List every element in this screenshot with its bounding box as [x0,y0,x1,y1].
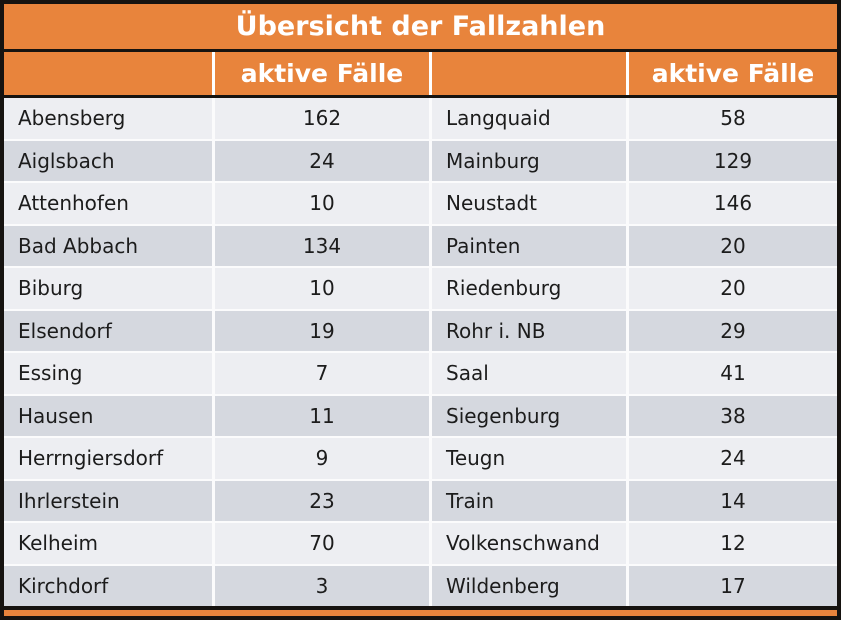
cases-cell: 11 [215,395,429,436]
municipality-cell: Neustadt [432,183,626,224]
municipality-cell: Wildenberg [432,565,626,606]
municipality-cell: Saal [432,353,626,394]
municipality-cell: Mainburg [432,140,626,181]
cases-cell: 17 [629,565,837,606]
bottom-orange-strip [4,610,837,616]
municipality-cell: Hausen [4,395,212,436]
cases-cell: 162 [215,98,429,139]
municipality-cell: Attenhofen [4,183,212,224]
cases-cell: 129 [629,140,837,181]
cases-cell: 20 [629,268,837,309]
municipality-cell: Ihrlerstein [4,480,212,521]
municipality-cell: Kelheim [4,523,212,564]
municipality-cell: Elsendorf [4,310,212,351]
cases-cell: 70 [215,523,429,564]
municipality-cell: Rohr i. NB [432,310,626,351]
municipality-cell: Kirchdorf [4,565,212,606]
cases-cell: 38 [629,395,837,436]
header-aktive-faelle-right: aktive Fälle [629,52,837,95]
cases-cell: 9 [215,438,429,479]
cases-cell: 24 [215,140,429,181]
municipality-cell: Train [432,480,626,521]
cases-cell: 7 [215,353,429,394]
municipality-cell: Painten [432,225,626,266]
municipality-cell: Volkenschwand [432,523,626,564]
municipality-cell: Langquaid [432,98,626,139]
cases-cell: 58 [629,98,837,139]
cases-cell: 10 [215,268,429,309]
municipality-cell: Riedenburg [432,268,626,309]
header-aktive-faelle-left: aktive Fälle [215,52,429,95]
municipality-cell: Aiglsbach [4,140,212,181]
cases-cell: 29 [629,310,837,351]
table-body: Abensberg 162 Langquaid 58 Aiglsbach 24 … [4,98,837,606]
cases-cell: 12 [629,523,837,564]
municipality-cell: Teugn [432,438,626,479]
header-empty-left [4,52,212,95]
cases-cell: 24 [629,438,837,479]
table-header-row: aktive Fälle aktive Fälle [4,52,837,95]
cases-cell: 10 [215,183,429,224]
cases-cell: 19 [215,310,429,351]
table-title: Übersicht der Fallzahlen [4,4,837,49]
cases-cell: 3 [215,565,429,606]
cases-cell: 14 [629,480,837,521]
municipality-cell: Biburg [4,268,212,309]
municipality-cell: Herrngiersdorf [4,438,212,479]
municipality-cell: Essing [4,353,212,394]
cases-cell: 134 [215,225,429,266]
cases-cell: 41 [629,353,837,394]
cases-cell: 20 [629,225,837,266]
municipality-cell: Siegenburg [432,395,626,436]
cases-cell: 146 [629,183,837,224]
header-empty-right [432,52,626,95]
municipality-cell: Abensberg [4,98,212,139]
cases-cell: 23 [215,480,429,521]
municipality-cell: Bad Abbach [4,225,212,266]
